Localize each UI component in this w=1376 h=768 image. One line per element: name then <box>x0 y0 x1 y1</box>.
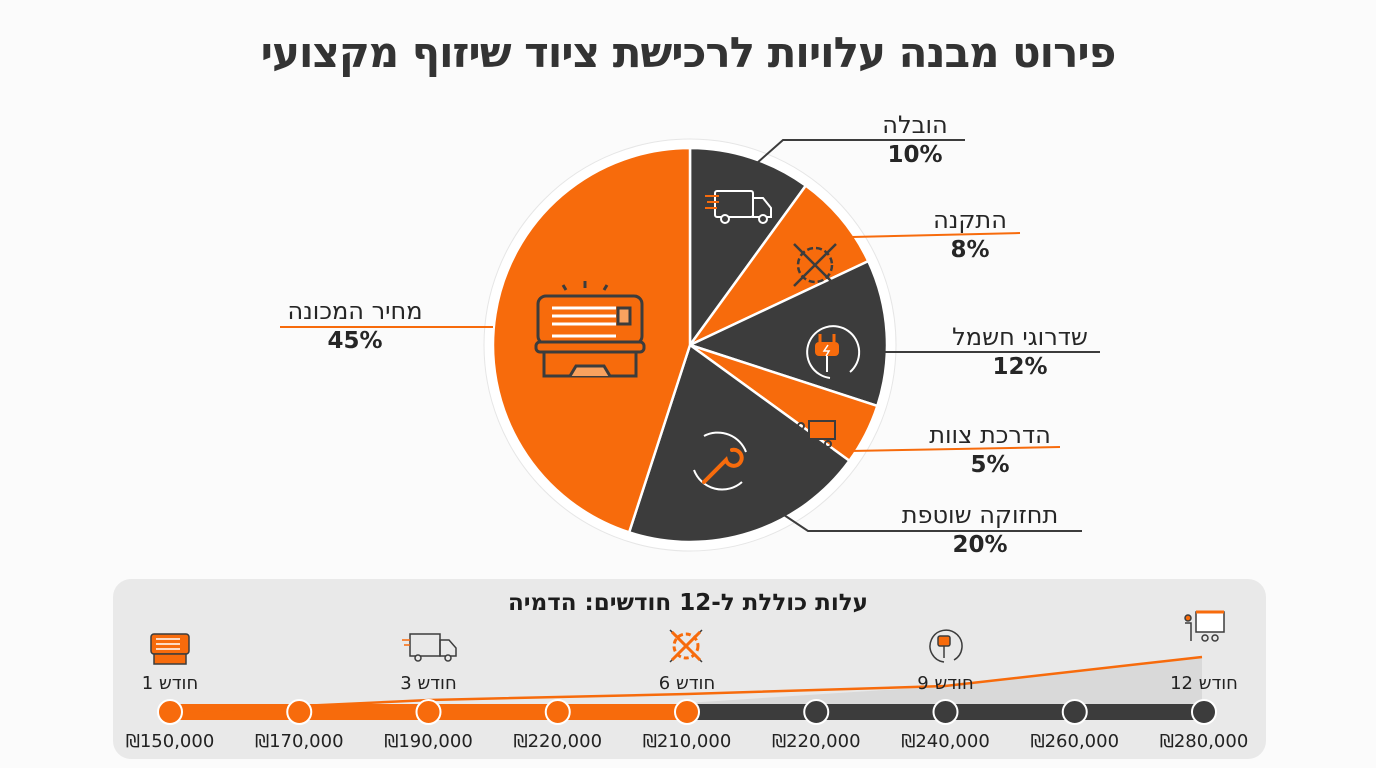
milestone-label: חודש 12 <box>1170 673 1238 694</box>
leader-line-installation <box>851 232 1021 238</box>
timeline-value-label: ₪240,000 <box>901 731 990 752</box>
tanning-bed-icon <box>150 633 190 665</box>
label-machine: מחיר המכונה 45% <box>270 296 440 356</box>
milestone-label: חודש 3 <box>400 673 457 694</box>
maintenance-wrench-icon <box>693 431 747 491</box>
timeline-point <box>674 699 700 725</box>
trend-line <box>169 655 1203 714</box>
timeline-value-label: ₪280,000 <box>1159 731 1249 752</box>
timeline-value-label: ₪220,000 <box>513 731 603 752</box>
label-maintenance: תחזוקה שוטפת 20% <box>880 500 1080 560</box>
leader-line-delivery <box>756 139 965 164</box>
timeline-segment <box>1074 704 1204 720</box>
label-delivery: הובלה 10% <box>855 110 975 170</box>
timeline-value-label: ₪150,000 <box>125 731 215 752</box>
label-percent: 8% <box>950 237 990 263</box>
label-installation: התקנה 8% <box>910 205 1030 265</box>
label-text: מחיר המכונה <box>287 297 423 325</box>
training-presentation-icon <box>1184 610 1225 642</box>
timeline-value-label: ₪190,000 <box>384 731 473 752</box>
label-text: הדרכת צוות <box>929 421 1051 449</box>
timeline-panel <box>113 579 1266 759</box>
tools-gear-icon <box>669 629 703 663</box>
pie-slice-2 <box>686 259 889 408</box>
label-training: הדרכת צוות 5% <box>910 420 1070 480</box>
timeline-value-label: ₪260,000 <box>1030 731 1120 752</box>
pie-slice-4 <box>627 342 852 544</box>
label-percent: 12% <box>992 354 1048 380</box>
timeline-segment <box>945 704 1075 720</box>
pie-slice-0 <box>688 146 808 349</box>
delivery-truck-icon <box>705 190 772 224</box>
milestone-label: חודש 6 <box>658 673 716 694</box>
trend-area <box>687 657 1202 712</box>
timeline-segment <box>299 704 429 720</box>
label-percent: 10% <box>887 142 943 168</box>
milestone-label: חודש 9 <box>917 673 974 694</box>
label-percent: 5% <box>970 452 1010 478</box>
timeline-point <box>286 699 313 725</box>
timeline-segment <box>428 704 558 720</box>
tanning-bed-icon <box>534 281 646 378</box>
label-electrical: שדרוגי חשמל 12% <box>930 322 1110 382</box>
tools-gear-icon <box>793 243 837 287</box>
timeline-title: עלות כוללת ל-12 חודשים: הדמיה <box>508 590 868 616</box>
timeline-segment <box>687 704 817 720</box>
label-text: שדרוגי חשמל <box>952 323 1088 351</box>
label-text: תחזוקה שוטפת <box>901 501 1059 529</box>
timeline-point <box>1061 699 1088 725</box>
label-percent: 20% <box>952 532 1008 558</box>
electric-plug-icon <box>929 629 963 663</box>
timeline-value-label: ₪210,000 <box>642 731 732 752</box>
leader-line-maintenance <box>783 514 1082 532</box>
label-text: התקנה <box>933 206 1007 234</box>
timeline-value-label: ₪170,000 <box>254 731 344 752</box>
milestone-label: חודש 1 <box>141 673 199 694</box>
training-presentation-icon <box>797 420 836 455</box>
timeline-point <box>932 699 959 725</box>
timeline-point <box>157 699 183 725</box>
timeline-point <box>803 699 830 725</box>
label-text: הובלה <box>882 111 948 139</box>
pie-slice-1 <box>688 183 870 347</box>
timeline-point <box>415 699 442 725</box>
timeline-segment <box>816 704 946 720</box>
delivery-truck-icon <box>402 633 457 662</box>
leader-line-training <box>849 446 1061 452</box>
timeline-value-label: ₪220,000 <box>771 731 861 752</box>
electric-plug-icon <box>806 325 861 379</box>
timeline-point <box>1191 699 1217 725</box>
label-percent: 45% <box>327 328 383 354</box>
timeline-segment <box>557 704 687 720</box>
timeline-point <box>544 699 571 725</box>
page-title: פירוט מבנה עלויות לרכישת ציוד שיזוף מקצו… <box>260 28 1117 77</box>
